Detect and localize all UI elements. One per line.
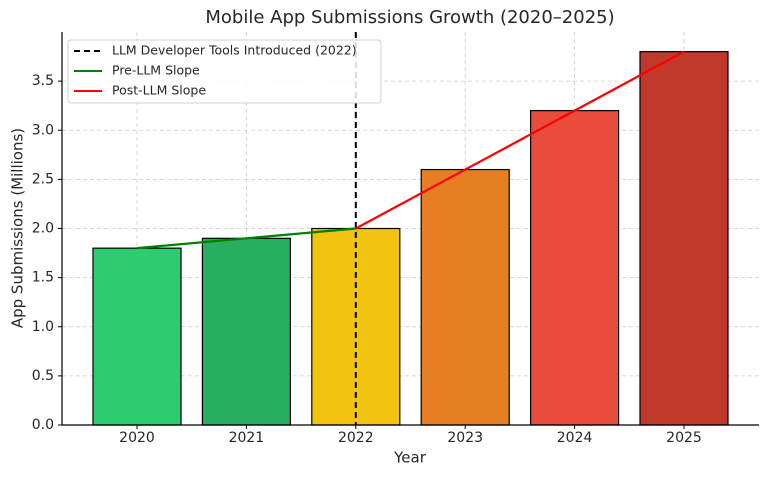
- bar: [639, 51, 729, 426]
- x-axis-label: Year: [393, 449, 427, 467]
- x-tick-label: 2022: [338, 430, 374, 446]
- slope-line: [136, 227, 356, 250]
- bar: [201, 237, 291, 426]
- x-tick-label: 2021: [229, 430, 265, 446]
- y-tick-label: 2.0: [32, 221, 54, 237]
- y-tick-label: 2.5: [32, 171, 54, 187]
- bar: [92, 247, 182, 426]
- y-tick-label: 1.0: [32, 319, 54, 335]
- chart-title: Mobile App Submissions Growth (2020–2025…: [205, 7, 614, 28]
- legend-label: Pre-LLM Slope: [112, 63, 200, 78]
- y-tick-label: 0.0: [32, 417, 54, 433]
- x-tick-label: 2024: [557, 430, 593, 446]
- legend-box: [67, 39, 382, 104]
- x-tick-label: 2020: [119, 430, 155, 446]
- x-tick-label: 2025: [666, 430, 702, 446]
- y-axis-label: App Submissions (Millions): [9, 128, 27, 328]
- legend-label: LLM Developer Tools Introduced (2022): [112, 43, 357, 58]
- y-tick-label: 0.5: [32, 368, 54, 384]
- legend-label: Post-LLM Slope: [112, 83, 206, 98]
- y-tick-label: 1.5: [32, 270, 54, 286]
- slope-line: [355, 50, 685, 230]
- bar: [420, 168, 510, 426]
- y-tick-label: 3.5: [32, 73, 54, 89]
- bar: [529, 109, 620, 426]
- x-tick-label: 2023: [447, 430, 483, 446]
- y-tick-label: 3.0: [32, 122, 54, 138]
